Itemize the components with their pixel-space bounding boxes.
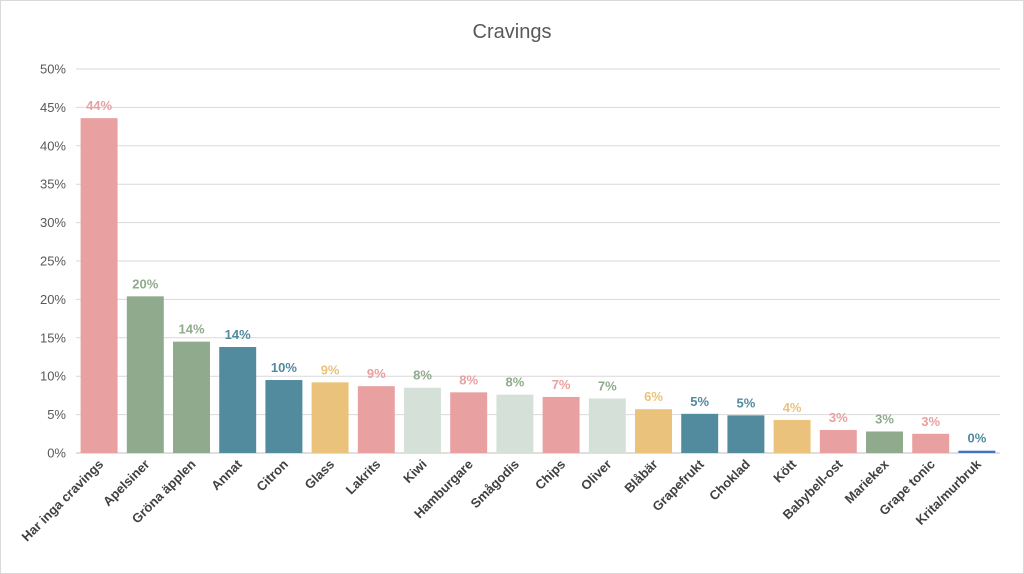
x-tick-label: Kiwi [400,457,430,487]
data-label: 3% [875,411,894,426]
x-tick-label: Kött [770,456,799,485]
bar [588,398,626,453]
bar [819,429,857,453]
data-label: 5% [737,395,756,410]
bar [80,118,118,453]
bar [542,396,580,453]
y-tick-label: 0% [47,446,66,461]
bar [404,387,441,453]
bar [450,392,488,453]
bar [265,380,303,453]
bar [126,296,164,453]
data-label: 6% [644,389,663,404]
x-tick-label: Smågodis [467,457,522,512]
data-label: 10% [271,360,297,375]
data-label: 5% [690,394,709,409]
y-tick-label: 5% [47,407,66,422]
y-tick-label: 35% [40,177,66,192]
x-tick-label: Har inga cravings [18,457,106,545]
data-label: 0% [968,431,987,446]
bar [727,415,765,453]
x-tick-label: Blåbär [621,457,660,496]
y-tick-label: 45% [40,100,66,115]
y-tick-label: 25% [40,254,66,269]
x-tick-label: Glass [302,457,338,493]
x-tick-label: Chips [532,457,568,493]
y-tick-label: 20% [40,292,66,307]
bars [80,118,996,453]
data-label: 9% [367,366,386,381]
data-label: 8% [413,368,432,383]
x-tick-label: Lakrits [343,457,384,498]
y-tick-label: 15% [40,330,66,345]
y-tick-label: 10% [40,369,66,384]
bar [958,450,996,453]
data-labels: 44% 20% 14% 14% 10% 9% 9% 8% 8% 8% 7% 7% 6% 5% 5% 4% 3% 3… [86,98,987,446]
data-label: 4% [783,400,802,415]
gridlines [76,68,1000,454]
bar [357,386,395,453]
bar [681,413,719,453]
bar [496,394,534,453]
data-label: 44% [86,98,112,113]
y-tick-label: 40% [40,138,66,153]
y-tick-label: 30% [40,215,66,230]
data-label: 14% [225,327,251,342]
bar [912,433,950,453]
data-label: 3% [829,410,848,425]
y-axis-ticks: 0% 5% 10% 15% 20% 25% 30% 35% 40% 45% 50% [40,62,66,461]
x-tick-label: Citron [253,456,291,494]
bar [866,431,903,453]
bar [311,382,349,453]
x-tick-label: Oliver [578,457,615,494]
data-label: 7% [552,377,571,392]
y-tick-label: 50% [40,62,66,77]
x-tick-label: Choklad [706,456,753,503]
data-label: 3% [921,414,940,429]
data-label: 14% [178,322,204,337]
data-label: 7% [598,378,617,393]
data-label: 8% [506,375,525,390]
bar [173,341,210,453]
bar [635,409,672,453]
bar [219,347,257,453]
x-tick-label: Annat [208,456,245,493]
chart-title: Cravings [473,21,552,43]
bar [773,419,811,453]
data-label: 20% [132,276,158,291]
data-label: 9% [321,362,340,377]
data-label: 8% [459,372,478,387]
